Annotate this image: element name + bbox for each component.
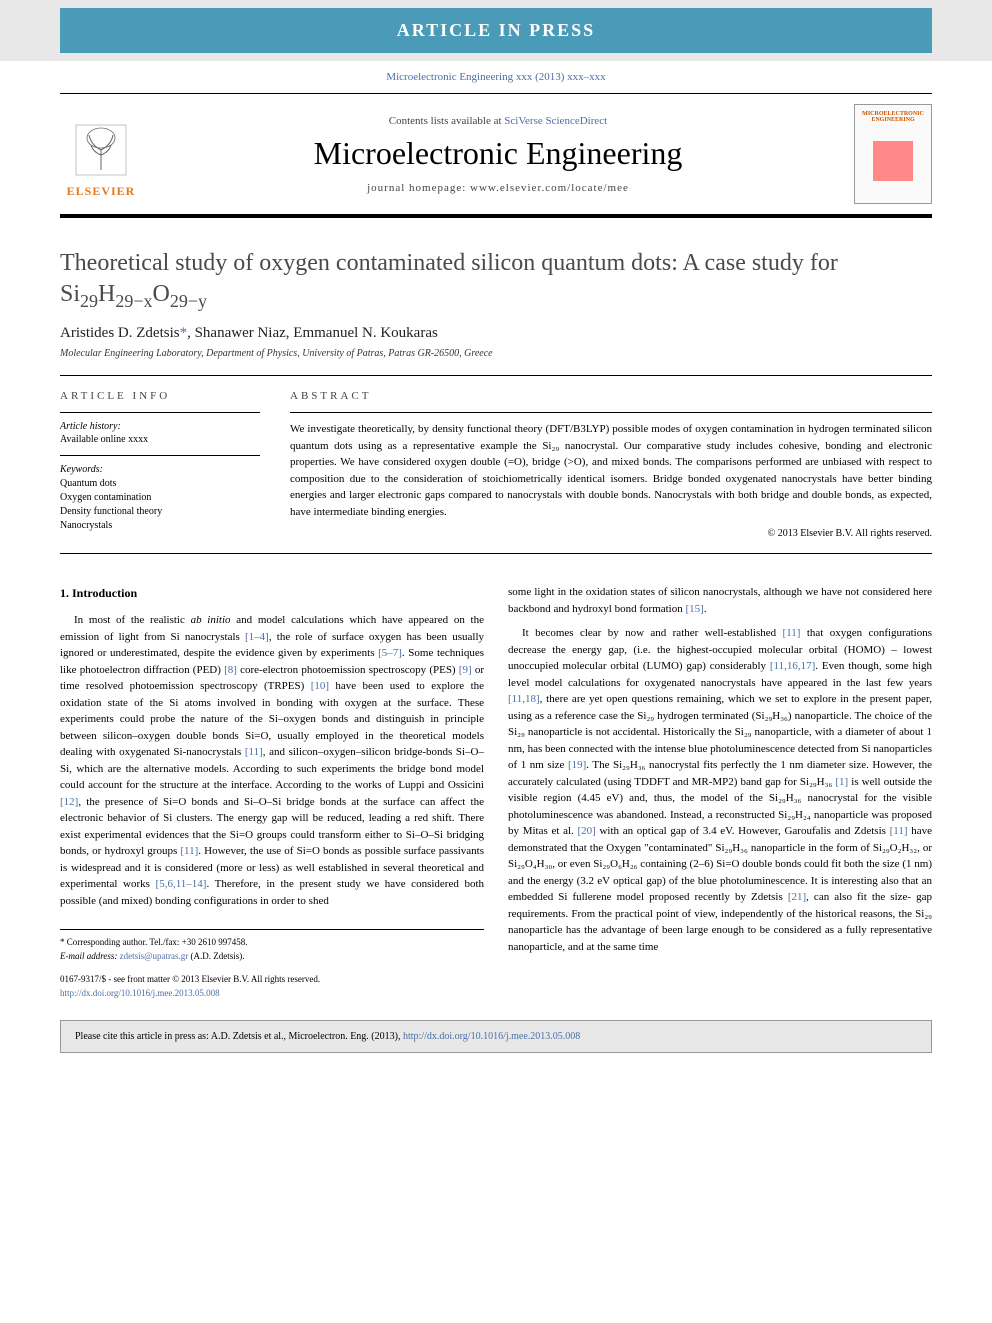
citation-link[interactable]: [11] bbox=[890, 825, 908, 837]
citation-link[interactable]: [15] bbox=[686, 603, 704, 615]
corr-author-line: * Corresponding author. Tel./fax: +30 26… bbox=[60, 936, 484, 950]
homepage-url: www.elsevier.com/locate/mee bbox=[470, 182, 629, 194]
email-link[interactable]: zdetsis@upatras.gr bbox=[120, 951, 189, 961]
citation-link[interactable]: [11,16,17] bbox=[770, 660, 815, 672]
contents-line: Contents lists available at SciVerse Sci… bbox=[142, 115, 854, 127]
paragraph: It becomes clear by now and rather well-… bbox=[508, 625, 932, 955]
citation-link[interactable]: [11,18] bbox=[508, 693, 540, 705]
citation-link[interactable]: [1–4] bbox=[245, 631, 269, 643]
title-sub-2: 29−x bbox=[115, 291, 152, 311]
article-info-heading: ARTICLE INFO bbox=[60, 390, 260, 402]
preprint-citation: Microelectronic Engineering xxx (2013) x… bbox=[0, 61, 992, 93]
citation-link[interactable]: [12] bbox=[60, 796, 78, 808]
homepage-label: journal homepage: bbox=[367, 182, 470, 194]
journal-name: Microelectronic Engineering bbox=[142, 135, 854, 172]
citation-link[interactable]: [9] bbox=[459, 664, 472, 676]
title-text-3: O bbox=[153, 281, 170, 307]
keyword-item: Nanocrystals bbox=[60, 519, 260, 533]
citebox-doi-link[interactable]: http://dx.doi.org/10.1016/j.mee.2013.05.… bbox=[403, 1031, 580, 1042]
citation-link[interactable]: [5,6,11–14] bbox=[156, 878, 207, 890]
article-info-section: ARTICLE INFO Article history: Available … bbox=[60, 375, 932, 554]
sciencedirect-link[interactable]: SciVerse ScienceDirect bbox=[504, 115, 607, 127]
corresponding-footer: * Corresponding author. Tel./fax: +30 26… bbox=[60, 929, 484, 1000]
citation-link[interactable]: [8] bbox=[224, 664, 237, 676]
history-text: Available online xxxx bbox=[60, 434, 260, 445]
affiliation: Molecular Engineering Laboratory, Depart… bbox=[60, 348, 932, 359]
journal-title-block: Contents lists available at SciVerse Sci… bbox=[142, 115, 854, 194]
citation-link[interactable]: [11] bbox=[783, 627, 801, 639]
elsevier-tree-icon bbox=[71, 120, 131, 180]
preprint-suffix: xxx (2013) xxx–xxx bbox=[513, 71, 606, 83]
copyright-line: © 2013 Elsevier B.V. All rights reserved… bbox=[290, 528, 932, 539]
publisher-logo: ELSEVIER bbox=[60, 109, 142, 199]
email-line: E-mail address: zdetsis@upatras.gr (A.D.… bbox=[60, 950, 484, 964]
citation-link[interactable]: [11] bbox=[180, 845, 198, 857]
citation-link[interactable]: [5–7] bbox=[378, 647, 402, 659]
column-right: some light in the oxidation states of si… bbox=[508, 584, 932, 1000]
authors-rest: , Shanawer Niaz, Emmanuel N. Koukaras bbox=[187, 325, 438, 341]
keywords-list: Quantum dots Oxygen contamination Densit… bbox=[60, 477, 260, 533]
journal-header: ELSEVIER Contents lists available at Sci… bbox=[60, 93, 932, 214]
keyword-item: Density functional theory bbox=[60, 505, 260, 519]
banner-text: ARTICLE IN PRESS bbox=[60, 8, 932, 53]
homepage-line: journal homepage: www.elsevier.com/locat… bbox=[142, 182, 854, 194]
journal-cover-thumbnail: MICROELECTRONIC ENGINEERING bbox=[854, 104, 932, 204]
keyword-item: Quantum dots bbox=[60, 477, 260, 491]
section-1-heading: 1. Introduction bbox=[60, 584, 484, 602]
authors-line: Aristides D. Zdetsis*, Shanawer Niaz, Em… bbox=[60, 325, 932, 342]
citation-link[interactable]: [1] bbox=[835, 776, 848, 788]
citation-box: Please cite this article in press as: A.… bbox=[60, 1020, 932, 1053]
keyword-item: Oxygen contamination bbox=[60, 491, 260, 505]
article-in-press-banner: ARTICLE IN PRESS bbox=[0, 0, 992, 61]
doi-link[interactable]: http://dx.doi.org/10.1016/j.mee.2013.05.… bbox=[60, 988, 220, 998]
corresponding-mark: * bbox=[180, 325, 188, 341]
publisher-name: ELSEVIER bbox=[67, 184, 136, 199]
citation-link[interactable]: [20] bbox=[577, 825, 595, 837]
abstract-heading: ABSTRACT bbox=[290, 390, 932, 402]
history-label: Article history: bbox=[60, 421, 260, 432]
column-left: 1. Introduction In most of the realistic… bbox=[60, 584, 484, 1000]
article-info-left: ARTICLE INFO Article history: Available … bbox=[60, 390, 260, 539]
keywords-label: Keywords: bbox=[60, 464, 260, 475]
paragraph: In most of the realistic ab initio and m… bbox=[60, 612, 484, 909]
article-title: Theoretical study of oxygen contaminated… bbox=[60, 248, 932, 313]
preprint-journal-link[interactable]: Microelectronic Engineering bbox=[386, 71, 513, 83]
author-1: Aristides D. Zdetsis bbox=[60, 325, 180, 341]
title-sub-1: 29 bbox=[80, 291, 98, 311]
abstract-block: ABSTRACT We investigate theoretically, b… bbox=[290, 390, 932, 539]
abstract-text: We investigate theoretically, by density… bbox=[290, 421, 932, 520]
article-body: Theoretical study of oxygen contaminated… bbox=[60, 218, 932, 1000]
cover-image-placeholder bbox=[873, 141, 913, 181]
citation-link[interactable]: [11] bbox=[245, 746, 263, 758]
citation-link[interactable]: [19] bbox=[568, 759, 586, 771]
citation-link[interactable]: [21] bbox=[788, 891, 806, 903]
contents-prefix: Contents lists available at bbox=[389, 115, 504, 127]
title-sub-3: 29−y bbox=[170, 291, 207, 311]
citation-link[interactable]: [10] bbox=[311, 680, 329, 692]
citebox-text: Please cite this article in press as: A.… bbox=[75, 1031, 403, 1042]
cover-title: MICROELECTRONIC ENGINEERING bbox=[861, 111, 925, 123]
two-column-body: 1. Introduction In most of the realistic… bbox=[60, 584, 932, 1000]
issn-line: 0167-9317/$ - see front matter © 2013 El… bbox=[60, 973, 484, 987]
paragraph: some light in the oxidation states of si… bbox=[508, 584, 932, 617]
title-text-2: H bbox=[98, 281, 115, 307]
